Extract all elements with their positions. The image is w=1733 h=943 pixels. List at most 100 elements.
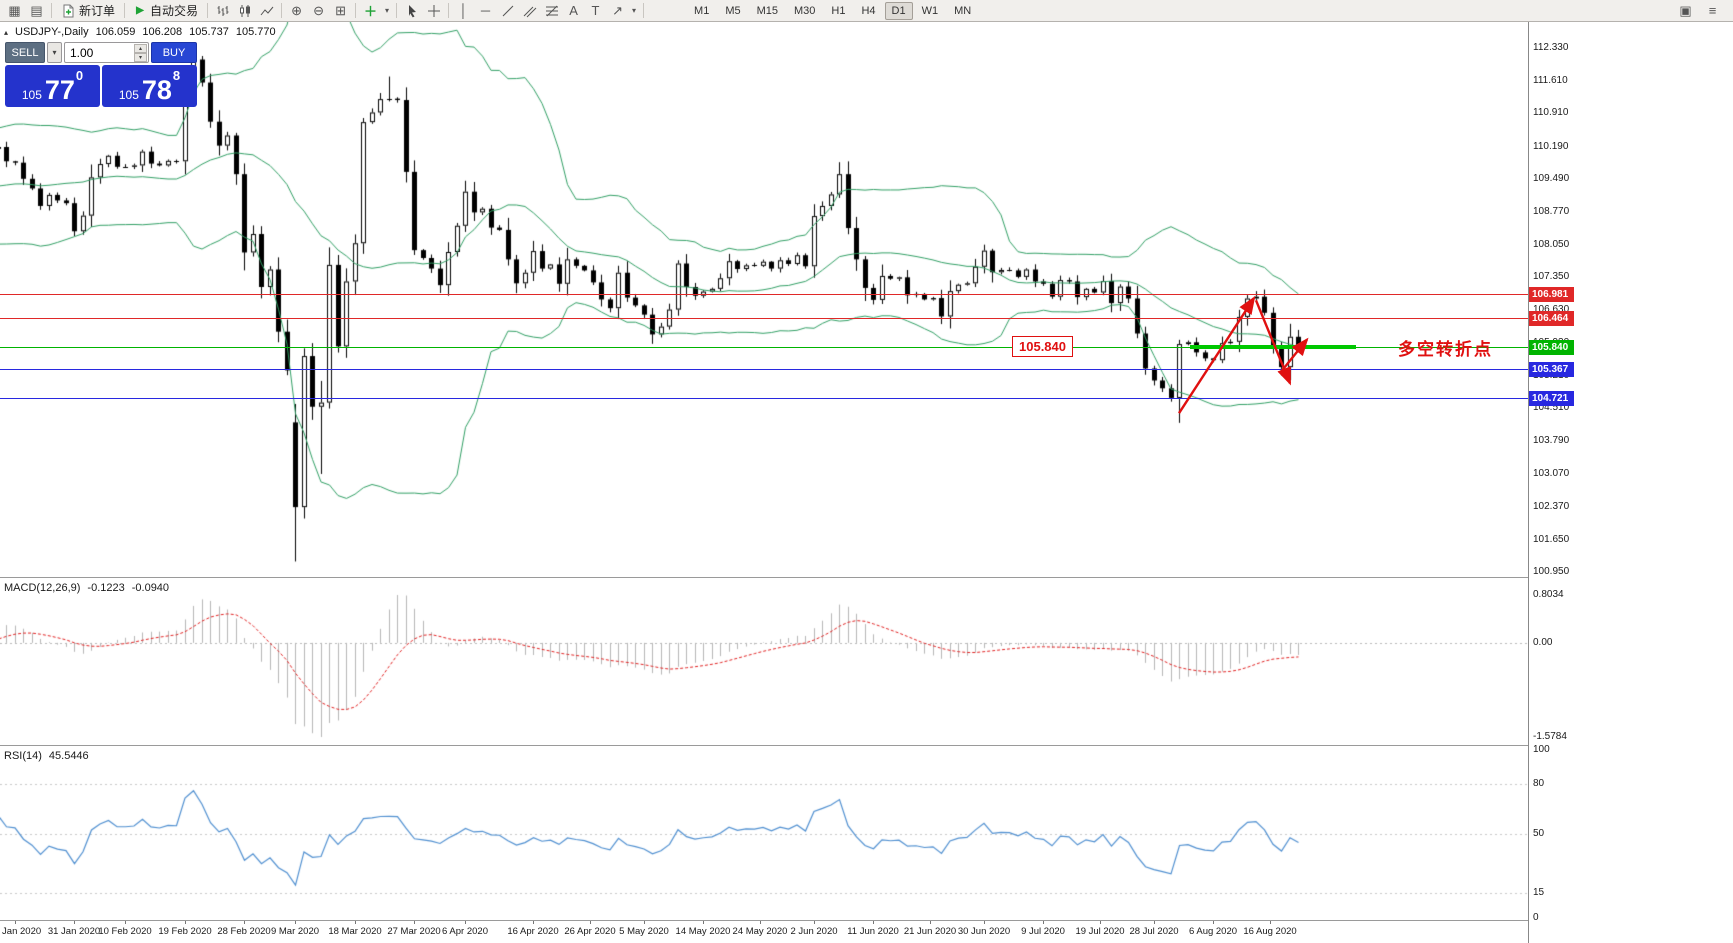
timeframe-button-mn[interactable]: MN <box>954 4 972 17</box>
date-tick-mark <box>814 921 815 924</box>
timeframe-button-m5[interactable]: M5 <box>725 4 741 17</box>
axis-tick: -1.5784 <box>1533 731 1567 742</box>
date-tick: 22 Jan 2020 <box>0 926 42 937</box>
turning-point-annotation[interactable]: 多空转折点 <box>1398 340 1493 359</box>
date-tick-mark <box>1154 921 1155 924</box>
horizontal-line-object[interactable] <box>0 347 1528 348</box>
axis-tick: 0.00 <box>1533 637 1553 648</box>
date-tick-mark <box>590 921 591 924</box>
macd-value-signal: -0.0940 <box>131 582 170 594</box>
timeframe-button-d1[interactable]: D1 <box>884 1 913 20</box>
macd-value-main: -0.1223 <box>87 582 125 594</box>
channel-tool-icon[interactable] <box>519 2 540 20</box>
panel-separator[interactable] <box>0 745 1573 746</box>
profiles-icon[interactable]: ▤ <box>30 2 43 18</box>
panel-separator[interactable] <box>0 577 1573 578</box>
horizontal-line-object[interactable] <box>0 398 1528 399</box>
timeframe-button-h1[interactable]: H1 <box>831 4 846 17</box>
sell-price-handle: 105 <box>21 88 42 102</box>
new-chart-icon[interactable]: ▦ <box>8 2 21 18</box>
text-tool-icon[interactable]: A <box>569 3 578 18</box>
shapes-dropdown-icon[interactable]: ▾ <box>632 6 637 15</box>
date-tick-mark <box>760 921 761 924</box>
date-tick: 11 Jun 2020 <box>847 926 899 937</box>
trendline-tool-icon[interactable] <box>497 2 518 20</box>
order-mode-dropdown[interactable]: ▾ <box>47 42 62 63</box>
macd-panel-canvas[interactable] <box>0 578 1528 745</box>
toolbar-separator <box>51 3 52 18</box>
candlestick-chart-icon[interactable] <box>234 2 255 20</box>
date-tick-mark <box>74 921 75 924</box>
timeframe-button-h4[interactable]: H4 <box>861 4 876 17</box>
date-tick: 28 Feb 2020 <box>217 926 271 937</box>
axis-tick: 0.8034 <box>1533 589 1564 600</box>
buy-button[interactable]: BUY <box>151 42 197 63</box>
date-tick-mark <box>295 921 296 924</box>
rsi-value: 45.5446 <box>48 750 89 762</box>
fibonacci-tool-icon[interactable] <box>541 2 562 20</box>
date-tick: 5 May 2020 <box>619 926 669 937</box>
cursor-icon[interactable] <box>401 2 422 20</box>
horizontal-line-tool-icon[interactable]: ─ <box>480 3 491 18</box>
price-level-label[interactable]: 105.840 <box>1012 336 1073 357</box>
horizontal-line-object[interactable] <box>0 318 1528 319</box>
line-chart-icon[interactable] <box>256 2 277 20</box>
rsi-name: RSI(14) <box>4 750 42 762</box>
axis-tick: 107.350 <box>1533 271 1570 282</box>
sell-price-panel[interactable]: 105 77 0 <box>5 65 100 107</box>
new-window-icon[interactable]: ▣ <box>1679 2 1692 18</box>
date-tick-mark <box>644 921 645 924</box>
axis-tick: 50 <box>1533 828 1545 839</box>
axis-tick: 0 <box>1533 912 1539 923</box>
quote-line: ▴ USDJPY-,Daily 106.059 106.208 105.737 … <box>4 26 276 38</box>
toolbar-separator <box>124 3 126 18</box>
indicators-dropdown-icon[interactable]: ▾ <box>385 6 390 15</box>
timeframe-button-m1[interactable]: M1 <box>694 4 710 17</box>
rsi-panel-canvas[interactable] <box>0 746 1528 920</box>
date-tick-mark <box>1270 921 1271 924</box>
indicators-icon[interactable]: ＋ <box>364 4 378 19</box>
one-click-toggle-icon[interactable]: ▴ <box>4 27 9 37</box>
play-icon: ▶ <box>136 5 144 16</box>
date-tick: 19 Feb 2020 <box>158 926 212 937</box>
date-tick-mark <box>1213 921 1214 924</box>
horizontal-line-object[interactable] <box>0 369 1528 370</box>
low-value: 105.737 <box>189 26 229 38</box>
price-chart-canvas[interactable] <box>0 22 1528 577</box>
buy-price-panel[interactable]: 105 78 8 <box>102 65 197 107</box>
auto-trading-button[interactable]: ▶ 自动交易 <box>129 2 203 20</box>
new-order-button[interactable]: 新订单 <box>56 2 120 20</box>
crosshair-icon[interactable] <box>423 2 444 20</box>
zoom-in-icon[interactable]: ⊕ <box>291 2 302 18</box>
volume-spin-down-icon[interactable]: ▾ <box>134 53 147 62</box>
date-tick: 16 Aug 2020 <box>1243 926 1297 937</box>
axis-tick: 109.490 <box>1533 173 1570 184</box>
date-tick: 6 Aug 2020 <box>1188 926 1238 937</box>
timeframe-button-w1[interactable]: W1 <box>921 4 939 17</box>
volume-input[interactable] <box>65 43 148 62</box>
rsi-label: RSI(14) 45.5446 <box>4 750 89 762</box>
horizontal-line-object[interactable] <box>0 294 1528 295</box>
bar-chart-icon[interactable] <box>212 2 233 20</box>
toolbar-menu-icon[interactable]: ≡ <box>1708 3 1717 18</box>
arrows-tool-icon[interactable]: ↗ <box>612 2 623 18</box>
label-tool-icon[interactable]: T <box>591 3 600 18</box>
tile-windows-icon[interactable]: ⊞ <box>335 2 346 18</box>
date-tick: 14 May 2020 <box>675 926 731 937</box>
sell-button[interactable]: SELL <box>5 42 45 63</box>
volume-spin-up-icon[interactable]: ▴ <box>134 44 147 53</box>
one-click-trading-panel: SELL ▾ ▴ ▾ BUY 105 77 0 105 <box>5 42 197 107</box>
axis-tick: 104.510 <box>1533 402 1570 413</box>
support-line-segment[interactable] <box>1190 345 1356 349</box>
close-value: 105.770 <box>235 26 276 38</box>
date-tick: 19 Jul 2020 <box>1075 926 1125 937</box>
date-tick-mark <box>1100 921 1101 924</box>
date-tick-mark <box>984 921 985 924</box>
open-value: 106.059 <box>95 26 136 38</box>
timeframe-button-m30[interactable]: M30 <box>794 4 816 17</box>
vertical-line-tool-icon[interactable]: │ <box>459 3 468 18</box>
date-tick: 10 Feb 2020 <box>98 926 152 937</box>
timeframe-button-m15[interactable]: M15 <box>756 4 778 17</box>
zoom-out-icon[interactable]: ⊖ <box>313 2 324 18</box>
